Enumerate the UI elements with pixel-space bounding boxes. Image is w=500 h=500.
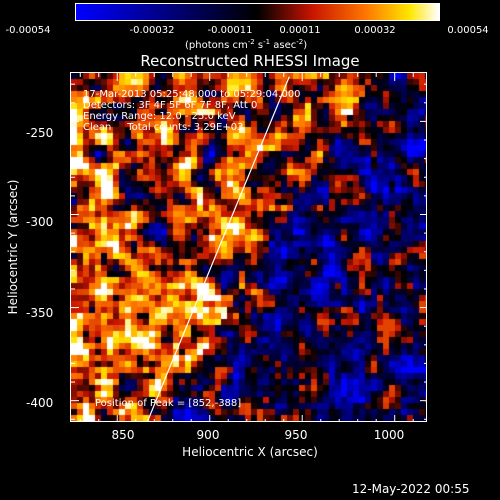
chart-title: Reconstructed RHESSI Image xyxy=(140,52,360,70)
x-tick-label: 1000 xyxy=(373,428,405,442)
peak-position-label: Position of Peak = [852,-388] xyxy=(95,398,242,409)
x-tick-label: 950 xyxy=(284,428,308,442)
annotation-energy-range: Energy Range: 12.0 - 25.0 keV xyxy=(83,111,236,122)
x-axis-label: Heliocentric X (arcsec) xyxy=(182,445,318,459)
overlay-svg xyxy=(71,73,426,421)
annotation-detectors: Detectors: 3F 4F 5F 6F 7F 8F, Att 0 xyxy=(83,100,258,111)
x-tick-label: 850 xyxy=(111,428,135,442)
colorbar-tick: 0.00054 xyxy=(447,25,489,36)
solar-limb-line xyxy=(147,76,290,421)
colorbar-tick: -0.00054 xyxy=(5,25,51,36)
y-tick-label: -300 xyxy=(26,215,54,229)
colorbar-tick: -0.00032 xyxy=(129,25,175,36)
y-tick-label: -400 xyxy=(26,396,54,410)
colorbar-unit: (photons cm-2 s-1 asec-2) xyxy=(185,38,308,51)
colorbar-tick: -0.00011 xyxy=(207,25,253,36)
footer-timestamp: 12-May-2022 00:55 xyxy=(352,482,470,496)
colorbar-tick: 0.00011 xyxy=(279,25,321,36)
axis-ticks xyxy=(71,73,426,421)
y-tick-label: -250 xyxy=(26,126,54,140)
annotation-time-range: 17-Mar-2013 05:25:48.000 to 05:29:04.000 xyxy=(83,89,301,100)
y-axis-label: Heliocentric Y (arcsec) xyxy=(6,179,20,315)
colorbar xyxy=(75,3,440,21)
heatmap-image xyxy=(71,73,426,421)
plot-area: 17-Mar-2013 05:25:48.000 to 05:29:04.000… xyxy=(70,72,427,422)
x-tick-label: 900 xyxy=(196,428,220,442)
y-tick-label: -350 xyxy=(26,306,54,320)
colorbar-tick: 0.00032 xyxy=(354,25,396,36)
annotation-counts: Clean Total counts: 3.29E+03 xyxy=(83,122,244,133)
